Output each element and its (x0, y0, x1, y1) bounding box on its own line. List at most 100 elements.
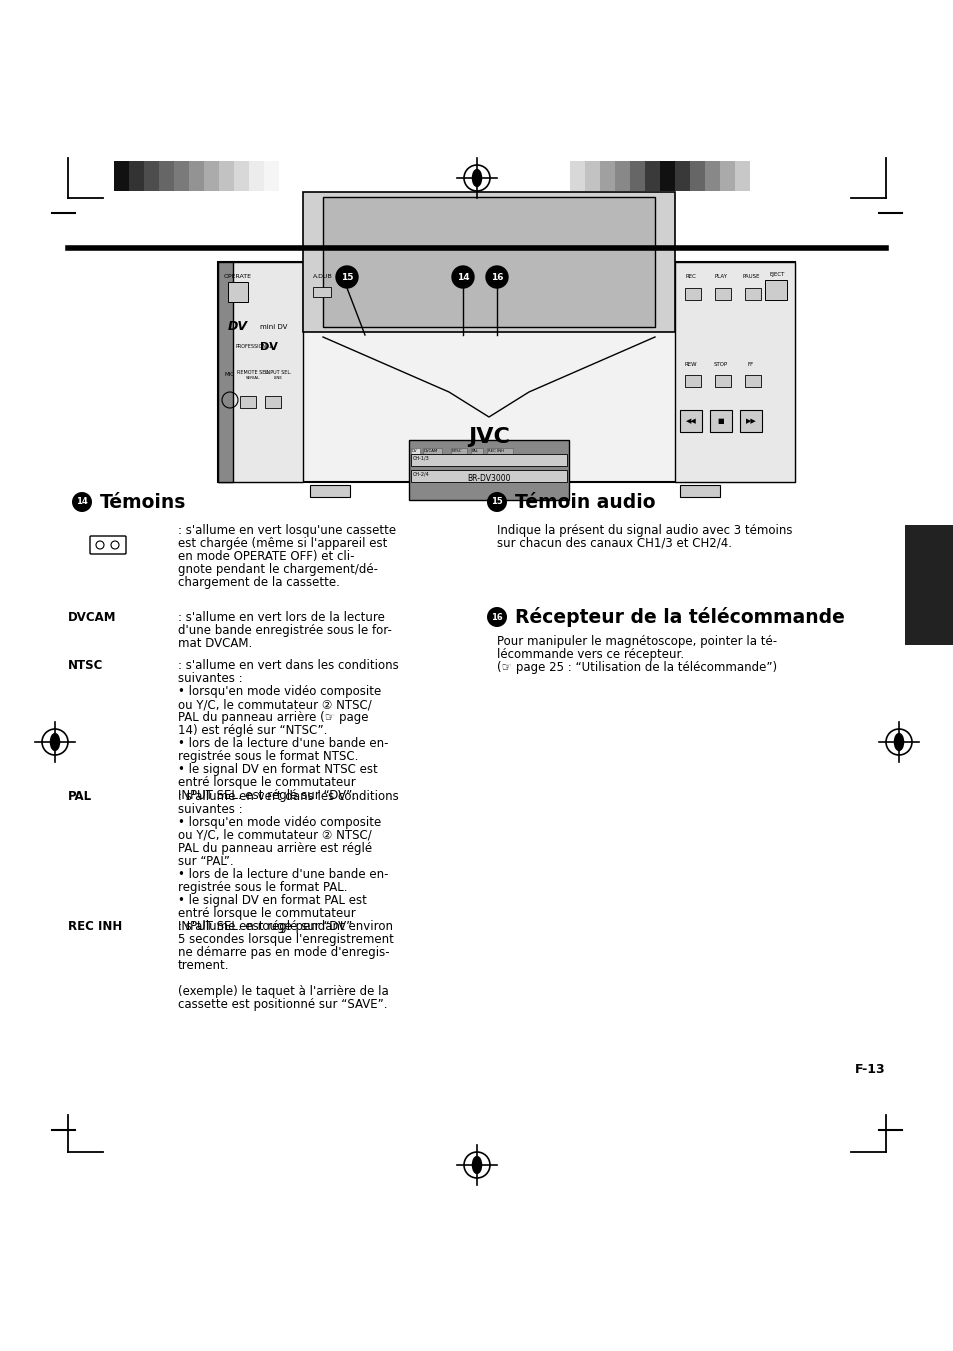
Bar (659, 161, 675, 190)
Text: : s'allume en vert losqu'une cassette: : s'allume en vert losqu'une cassette (178, 524, 395, 536)
Bar (684, 288, 700, 300)
Text: est chargée (même si l'appareil est: est chargée (même si l'appareil est (178, 536, 387, 550)
Text: ou Y/C, le commutateur ② NTSC/: ou Y/C, le commutateur ② NTSC/ (178, 830, 372, 842)
Bar (129, 161, 144, 190)
Bar (144, 161, 159, 190)
Text: ▶▶: ▶▶ (745, 417, 756, 424)
Text: 14: 14 (456, 273, 469, 281)
Text: : s'allume en vert dans les conditions: : s'allume en vert dans les conditions (178, 790, 398, 802)
Bar (615, 161, 629, 190)
Bar (265, 396, 281, 408)
Bar (689, 161, 704, 190)
Text: INPUT SEL. est réglé sur “DV”.: INPUT SEL. est réglé sur “DV”. (178, 789, 355, 802)
Text: • lors de la lecture d'une bande en-: • lors de la lecture d'une bande en- (178, 867, 388, 881)
Text: PROFESSIONAL: PROFESSIONAL (235, 345, 273, 350)
Bar (204, 161, 219, 190)
Bar (764, 280, 786, 300)
Bar (278, 161, 294, 190)
Text: NTSC: NTSC (68, 659, 103, 671)
Bar (679, 409, 701, 432)
Text: PLAY: PLAY (714, 274, 727, 280)
Text: STOP: STOP (713, 362, 727, 367)
Bar (471, 449, 483, 454)
Text: 16: 16 (491, 612, 502, 621)
Text: SERIAL: SERIAL (246, 376, 260, 380)
Text: BR-DV3000: BR-DV3000 (467, 474, 510, 484)
Bar (240, 396, 255, 408)
Text: mat DVCAM.: mat DVCAM. (178, 638, 252, 650)
Bar (310, 485, 350, 497)
Bar (228, 282, 248, 303)
Text: registrée sous le format PAL.: registrée sous le format PAL. (178, 881, 347, 894)
Circle shape (452, 266, 474, 288)
Bar (113, 161, 129, 190)
Text: Pour manipuler le magnétoscope, pointer la té-: Pour manipuler le magnétoscope, pointer … (497, 635, 777, 648)
Text: • le signal DV en format NTSC est: • le signal DV en format NTSC est (178, 763, 377, 775)
Bar (584, 161, 599, 190)
Bar (486, 449, 513, 454)
Bar (411, 449, 419, 454)
Text: entré lorsque le commutateur: entré lorsque le commutateur (178, 907, 355, 920)
Bar (599, 161, 615, 190)
Text: F-13: F-13 (855, 1063, 885, 1075)
Ellipse shape (472, 169, 481, 186)
Circle shape (486, 492, 506, 512)
Text: PAL: PAL (472, 449, 478, 453)
Text: • lorsqu'en mode vidéo composite: • lorsqu'en mode vidéo composite (178, 816, 381, 830)
Text: PAL: PAL (68, 790, 92, 802)
Bar (569, 161, 584, 190)
Bar (409, 440, 568, 500)
Bar (675, 262, 794, 482)
Bar (629, 161, 644, 190)
Bar (714, 288, 730, 300)
Text: 15: 15 (491, 497, 502, 507)
Text: NTSC: NTSC (452, 449, 462, 453)
Text: (☞ page 25 : “Utilisation de la télécommande”): (☞ page 25 : “Utilisation de la télécomm… (497, 661, 777, 674)
Bar (159, 161, 173, 190)
Text: mini DV: mini DV (260, 324, 287, 330)
Text: DVCAM: DVCAM (423, 449, 437, 453)
Text: PAL du panneau arrière est réglé: PAL du panneau arrière est réglé (178, 842, 372, 855)
Text: sur “PAL”.: sur “PAL”. (178, 855, 233, 867)
Text: CH-2/4: CH-2/4 (413, 471, 429, 477)
Text: Indique la présent du signal audio avec 3 témoins: Indique la présent du signal audio avec … (497, 524, 792, 536)
Bar (734, 161, 749, 190)
Bar (704, 161, 720, 190)
Text: • lors de la lecture d'une bande en-: • lors de la lecture d'une bande en- (178, 738, 388, 750)
Text: REW: REW (684, 362, 697, 367)
Bar (218, 262, 303, 482)
Text: lécommande vers ce récepteur.: lécommande vers ce récepteur. (497, 648, 683, 661)
Text: CH-1/3: CH-1/3 (413, 457, 429, 461)
Bar (249, 161, 264, 190)
Text: DV: DV (260, 342, 277, 353)
Bar (709, 409, 731, 432)
Ellipse shape (51, 734, 59, 750)
Bar (218, 262, 794, 482)
Text: PAL du panneau arrière (☞ page: PAL du panneau arrière (☞ page (178, 711, 368, 724)
Bar (644, 161, 659, 190)
Text: Récepteur de la télécommande: Récepteur de la télécommande (515, 607, 844, 627)
Circle shape (486, 607, 506, 627)
Bar (422, 449, 442, 454)
Text: REMOTE SEL.: REMOTE SEL. (236, 370, 269, 376)
Text: INPUT SEL. est réglé sur “DV”.: INPUT SEL. est réglé sur “DV”. (178, 920, 355, 934)
Text: ou Y/C, le commutateur ② NTSC/: ou Y/C, le commutateur ② NTSC/ (178, 698, 372, 711)
Bar (303, 192, 675, 332)
Text: trement.: trement. (178, 959, 230, 971)
Text: gnote pendant le chargement/dé-: gnote pendant le chargement/dé- (178, 563, 377, 576)
Text: registrée sous le format NTSC.: registrée sous le format NTSC. (178, 750, 358, 763)
Bar (219, 161, 233, 190)
Text: : s'allume en vert lors de la lecture: : s'allume en vert lors de la lecture (178, 611, 384, 624)
Text: Témoins: Témoins (100, 493, 186, 512)
Ellipse shape (894, 734, 902, 750)
Text: MIC: MIC (225, 372, 234, 377)
Text: EJECT: EJECT (768, 272, 784, 277)
Text: JVC: JVC (468, 427, 510, 447)
Text: DVCAM: DVCAM (68, 611, 116, 624)
Circle shape (335, 266, 357, 288)
Bar (313, 286, 331, 297)
Circle shape (485, 266, 507, 288)
Bar (744, 376, 760, 386)
Text: sur chacun des canaux CH1/3 et CH2/4.: sur chacun des canaux CH1/3 et CH2/4. (497, 536, 731, 550)
Text: LINE: LINE (274, 376, 282, 380)
